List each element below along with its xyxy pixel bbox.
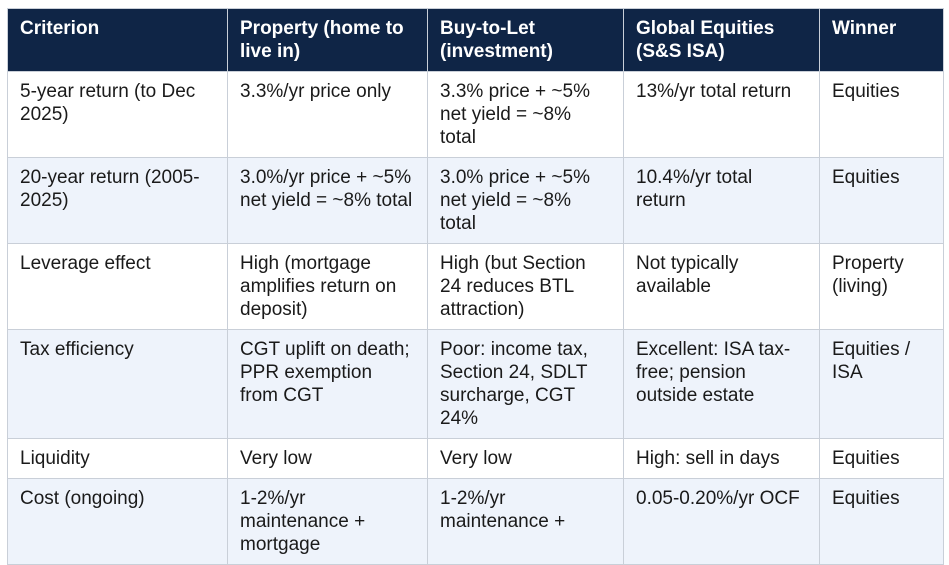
cell-global-equities: Excellent: ISA tax-free; pension outside… (623, 329, 820, 439)
table-row: Cost (ongoing) 1-2%/yr maintenance + mor… (7, 478, 944, 565)
header-criterion: Criterion (7, 8, 228, 72)
cell-criterion: Cost (ongoing) (7, 478, 228, 565)
header-row: Criterion Property (home to live in) Buy… (7, 8, 944, 72)
cell-winner: Equities / ISA (819, 329, 944, 439)
cell-winner: Equities (819, 438, 944, 479)
header-buy-to-let: Buy-to-Let (investment) (427, 8, 624, 72)
table-header: Criterion Property (home to live in) Buy… (7, 8, 944, 72)
cell-property: High (mortgage amplifies return on depos… (227, 243, 428, 330)
cell-global-equities: 0.05-0.20%/yr OCF (623, 478, 820, 565)
cell-criterion: 20-year return (2005-2025) (7, 157, 228, 244)
cell-property: CGT uplift on death; PPR exemption from … (227, 329, 428, 439)
header-winner: Winner (819, 8, 944, 72)
cell-criterion: 5-year return (to Dec 2025) (7, 71, 228, 158)
cell-criterion: Leverage effect (7, 243, 228, 330)
cell-criterion: Liquidity (7, 438, 228, 479)
cell-global-equities: 10.4%/yr total return (623, 157, 820, 244)
cell-winner: Equities (819, 71, 944, 158)
table-row: Tax efficiency CGT uplift on death; PPR … (7, 329, 944, 439)
cell-global-equities: High: sell in days (623, 438, 820, 479)
cell-property: 3.3%/yr price only (227, 71, 428, 158)
cell-global-equities: 13%/yr total return (623, 71, 820, 158)
comparison-table: Criterion Property (home to live in) Buy… (7, 8, 944, 565)
table-row: Leverage effect High (mortgage amplifies… (7, 243, 944, 330)
cell-winner: Property (living) (819, 243, 944, 330)
table-row: 5-year return (to Dec 2025) 3.3%/yr pric… (7, 71, 944, 158)
table-row: 20-year return (2005-2025) 3.0%/yr price… (7, 157, 944, 244)
cell-buy-to-let: Very low (427, 438, 624, 479)
cell-buy-to-let: 1-2%/yr maintenance + (427, 478, 624, 565)
cell-property: 1-2%/yr maintenance + mortgage (227, 478, 428, 565)
cell-criterion: Tax efficiency (7, 329, 228, 439)
cell-buy-to-let: Poor: income tax, Section 24, SDLT surch… (427, 329, 624, 439)
header-property: Property (home to live in) (227, 8, 428, 72)
cell-buy-to-let: 3.0% price + ~5% net yield = ~8% total (427, 157, 624, 244)
header-global-equities: Global Equities (S&S ISA) (623, 8, 820, 72)
cell-winner: Equities (819, 478, 944, 565)
cell-property: 3.0%/yr price + ~5% net yield = ~8% tota… (227, 157, 428, 244)
cell-property: Very low (227, 438, 428, 479)
cell-buy-to-let: 3.3% price + ~5% net yield = ~8% total (427, 71, 624, 158)
cell-winner: Equities (819, 157, 944, 244)
cell-buy-to-let: High (but Section 24 reduces BTL attract… (427, 243, 624, 330)
table-body: 5-year return (to Dec 2025) 3.3%/yr pric… (7, 71, 944, 565)
cell-global-equities: Not typically available (623, 243, 820, 330)
table-row: Liquidity Very low Very low High: sell i… (7, 438, 944, 479)
